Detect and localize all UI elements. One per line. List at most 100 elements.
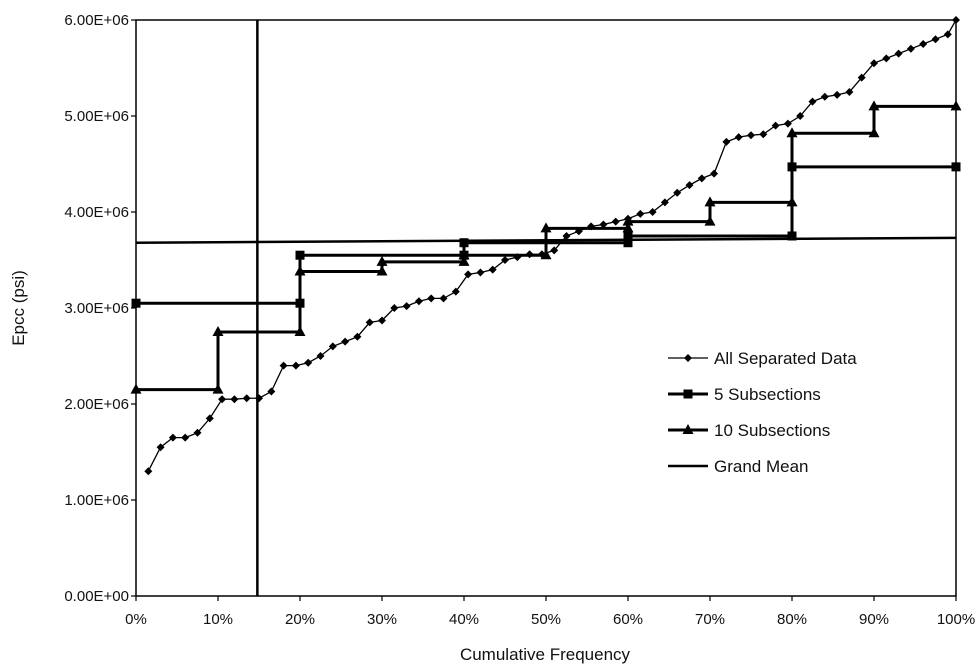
legend-item: 10 Subsections — [668, 421, 830, 440]
data-point — [390, 304, 399, 312]
legend-label: 10 Subsections — [714, 421, 830, 440]
data-point — [562, 232, 571, 240]
data-point — [919, 40, 928, 48]
data-point — [267, 387, 276, 396]
data-point — [218, 395, 227, 404]
data-point — [294, 326, 306, 336]
data-point — [599, 220, 608, 229]
x-tick-label: 50% — [531, 611, 561, 628]
data-point — [156, 443, 165, 452]
data-point — [212, 383, 224, 394]
data-point — [376, 255, 388, 266]
legend-label: All Separated Data — [714, 349, 857, 368]
data-point — [894, 49, 903, 58]
data-point — [242, 394, 251, 403]
data-point — [295, 250, 305, 260]
data-point — [623, 238, 633, 248]
data-point — [131, 298, 141, 308]
data-point — [673, 188, 682, 197]
series-0 — [144, 16, 960, 476]
data-point — [710, 169, 719, 178]
data-point — [501, 256, 509, 264]
data-point — [685, 181, 694, 190]
x-tick-label: 90% — [859, 611, 889, 628]
data-point — [181, 433, 190, 442]
data-point — [882, 54, 891, 63]
y-tick-label: 0.00E+00 — [64, 588, 129, 605]
legend: All Separated Data 5 Subsections 10 Subsec… — [668, 349, 857, 476]
x-axis-title: Cumulative Frequency — [460, 645, 631, 664]
data-point — [365, 318, 374, 327]
data-point — [279, 361, 288, 370]
data-point — [378, 316, 386, 325]
data-point — [328, 342, 337, 351]
data-point — [353, 332, 362, 341]
x-tick-label: 0% — [125, 611, 147, 628]
data-point — [857, 73, 866, 82]
legend-label: 5 Subsections — [714, 385, 821, 404]
y-axis-title: Epcc (psi) — [9, 270, 28, 346]
series-line — [135, 236, 957, 244]
data-point — [488, 265, 497, 274]
data-point — [193, 428, 202, 437]
data-point — [952, 16, 960, 24]
legend-item: Grand Mean — [668, 457, 809, 476]
data-point — [291, 361, 300, 370]
data-point — [623, 231, 633, 241]
x-axis-ticks: 0% 10% 20% 30% 40% 50% 60% 70% 80% 90% 100% — [125, 596, 975, 628]
data-point — [144, 467, 153, 476]
data-point — [458, 255, 470, 266]
data-point — [294, 265, 306, 276]
data-point — [950, 100, 962, 111]
data-point — [130, 383, 142, 394]
x-tick-label: 70% — [695, 611, 725, 628]
x-tick-label: 100% — [937, 611, 975, 628]
data-point — [951, 162, 961, 172]
data-point — [786, 127, 798, 138]
x-tick-label: 20% — [285, 611, 315, 628]
data-point — [464, 270, 473, 279]
series-3 — [135, 236, 957, 244]
data-point — [611, 217, 620, 226]
legend-label: Grand Mean — [714, 457, 809, 476]
data-point — [943, 30, 952, 39]
data-point — [427, 294, 436, 303]
x-tick-label: 10% — [203, 611, 233, 628]
data-point — [458, 249, 470, 260]
plot-area — [135, 19, 957, 597]
data-point — [648, 208, 657, 216]
data-point — [833, 90, 842, 99]
data-point — [205, 414, 214, 423]
data-point — [868, 100, 880, 111]
data-point — [697, 174, 706, 183]
data-point — [476, 268, 485, 277]
data-point — [402, 302, 411, 311]
y-axis-ticks: 0.00E+00 1.00E+06 2.00E+06 3.00E+06 4.00E+06… — [64, 12, 136, 605]
data-point — [704, 215, 716, 226]
data-point — [734, 133, 743, 142]
data-point — [786, 196, 798, 207]
data-point — [451, 287, 460, 296]
data-point — [304, 358, 313, 367]
y-tick-label: 5.00E+06 — [64, 108, 129, 125]
y-tick-label: 4.00E+06 — [64, 204, 129, 221]
y-tick-label: 6.00E+06 — [64, 12, 129, 29]
series-2 — [130, 100, 962, 394]
data-point — [931, 35, 940, 44]
data-point — [414, 297, 423, 306]
data-point — [622, 215, 634, 226]
data-point — [550, 246, 559, 255]
legend-marker — [683, 389, 693, 399]
data-point — [796, 112, 805, 120]
data-point — [783, 119, 792, 128]
data-point — [540, 222, 552, 233]
y-tick-label: 1.00E+06 — [64, 492, 129, 509]
data-point — [771, 121, 780, 130]
data-point — [168, 433, 177, 442]
data-point — [459, 238, 469, 248]
data-point — [704, 196, 716, 207]
x-tick-label: 80% — [777, 611, 807, 628]
data-point — [722, 137, 731, 146]
data-point — [540, 249, 552, 260]
